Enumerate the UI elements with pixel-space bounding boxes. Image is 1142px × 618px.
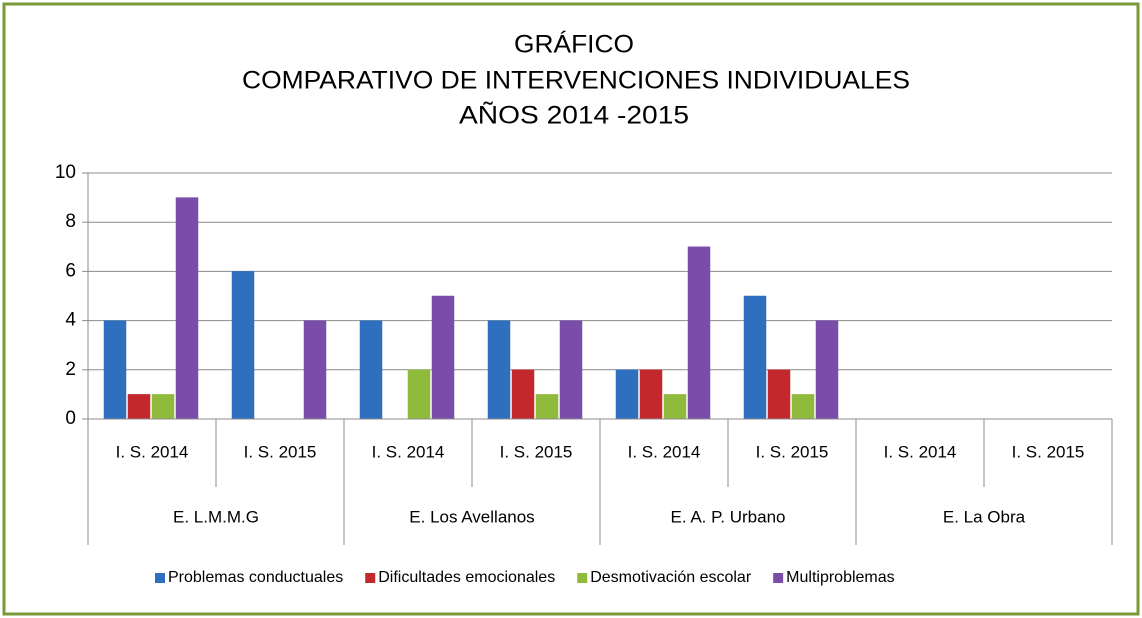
bar [559, 320, 583, 420]
bar [359, 320, 383, 420]
legend-label: Problemas conductuales [168, 569, 343, 586]
x-tick-label: I. S. 2015 [244, 442, 317, 461]
x-tick-label: I. S. 2015 [756, 442, 829, 461]
chart-title: AÑOS 2014 -2015 [459, 101, 689, 130]
bar [791, 394, 815, 420]
legend-marker [365, 573, 376, 583]
bar [663, 394, 687, 420]
bar [103, 320, 127, 420]
bar [535, 394, 559, 420]
chart-title: COMPARATIVO DE INTERVENCIONES INDIVIDUAL… [242, 67, 910, 95]
bar [231, 271, 255, 420]
x-tick-label: I. S. 2014 [116, 442, 189, 461]
bar [815, 320, 839, 420]
bar [511, 369, 535, 420]
legend-label: Desmotivación escolar [590, 569, 752, 586]
group-label: E. La Obra [943, 507, 1026, 526]
bar [175, 197, 199, 420]
bar [431, 295, 455, 420]
group-label: E. L.M.M.G [173, 507, 259, 526]
y-tick-label: 6 [65, 260, 76, 281]
legend-marker [155, 573, 165, 583]
y-tick-label: 2 [65, 359, 76, 380]
x-tick-label: I. S. 2015 [500, 442, 573, 461]
bar [615, 369, 639, 420]
bar [639, 369, 663, 420]
bar [303, 320, 327, 420]
bar [151, 394, 175, 420]
bar [487, 320, 511, 420]
x-tick-label: I. S. 2015 [1012, 442, 1085, 461]
legend-marker [773, 573, 784, 583]
y-tick-label: 8 [65, 211, 76, 232]
y-tick-label: 10 [55, 162, 76, 183]
group-label: E. A. P. Urbano [671, 507, 786, 526]
chart-title: GRÁFICO [514, 30, 634, 59]
legend-marker [577, 573, 588, 583]
y-tick-label: 0 [65, 408, 76, 429]
legend-label: Multiproblemas [786, 569, 894, 586]
bar [767, 369, 791, 420]
x-tick-label: I. S. 2014 [884, 442, 957, 461]
bar [687, 246, 711, 420]
legend-label: Dificultades emocionales [378, 569, 555, 586]
bar [743, 295, 767, 420]
bar [127, 394, 151, 420]
x-tick-label: I. S. 2014 [372, 442, 445, 461]
x-tick-label: I. S. 2014 [628, 442, 701, 461]
y-tick-label: 4 [65, 310, 76, 331]
bar [407, 369, 431, 420]
group-label: E. Los Avellanos [409, 507, 534, 526]
